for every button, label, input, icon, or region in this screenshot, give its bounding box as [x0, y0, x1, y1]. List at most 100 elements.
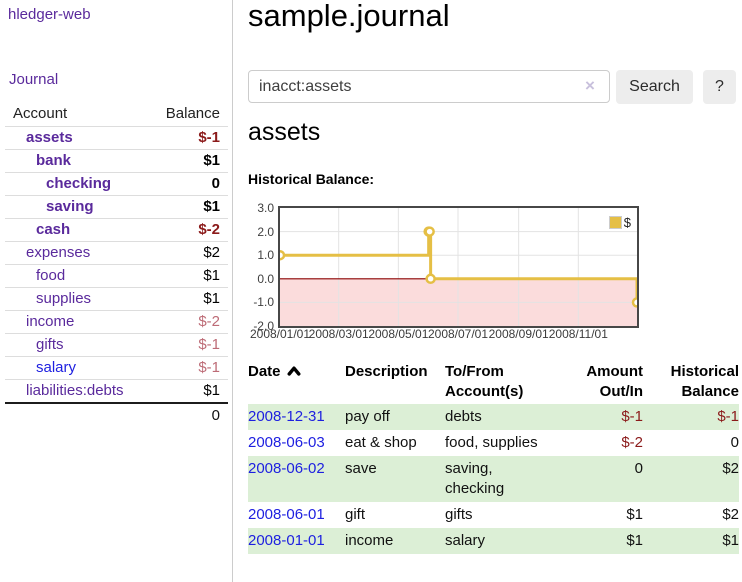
account-balance: $-1 — [145, 126, 228, 150]
journal-title: sample.journal — [248, 0, 450, 33]
account-row: income $-2 — [5, 310, 228, 334]
transaction-accounts: gifts — [445, 506, 473, 523]
account-link[interactable]: supplies — [36, 290, 92, 307]
transaction-date-link[interactable]: 2008-12-31 — [248, 408, 325, 425]
search-input[interactable] — [248, 70, 610, 103]
account-row: assets $-1 — [5, 126, 228, 150]
y-tick-label: -1.0 — [253, 295, 274, 310]
account-link[interactable]: cash — [36, 221, 71, 238]
transaction-accounts: salary — [445, 528, 550, 554]
y-tick-label: 0.0 — [257, 271, 274, 286]
account-link[interactable]: liabilities:debts — [26, 382, 124, 399]
account-balance: $-2 — [145, 218, 228, 242]
accounts-total-spacer — [5, 402, 146, 428]
clear-search-icon[interactable]: × — [585, 76, 595, 95]
sort-ascending-icon — [287, 366, 301, 376]
accounts-table: Account Balance assets $-1 bank $1 check… — [5, 103, 228, 428]
account-link[interactable]: gifts — [36, 336, 64, 353]
register-row: 2008-01-01 income salary $1 $1 — [248, 528, 739, 554]
account-row: liabilities:debts $1 — [5, 379, 228, 403]
account-link[interactable]: income — [26, 313, 75, 330]
account-balance: $1 — [145, 195, 228, 219]
transaction-balance: $1 — [643, 528, 739, 554]
register-header-balance: Historical Balance — [670, 363, 739, 400]
transaction-amount: 0 — [550, 456, 643, 502]
transaction-description: pay off — [345, 404, 445, 430]
account-balance: $1 — [145, 379, 228, 403]
x-tick-label: 2008/09/01 — [488, 327, 549, 341]
transaction-amount: $-2 — [621, 434, 643, 451]
sidebar: hledger-web Journal Account Balance asse… — [0, 0, 233, 582]
y-tick-label: -2.0 — [253, 319, 274, 333]
transaction-date-link[interactable]: 2008-06-03 — [248, 434, 325, 451]
accounts-table-header-row: Account Balance — [5, 103, 228, 127]
register-header-date[interactable]: Date — [248, 360, 345, 404]
accounts-total-balance: 0 — [145, 402, 228, 428]
accounts-total-row: 0 — [5, 402, 228, 428]
account-link[interactable]: expenses — [26, 244, 91, 261]
x-tick-label: 2008/05/01 — [368, 327, 429, 341]
accounts-header-balance: Balance — [165, 105, 220, 122]
register-header-description: Description — [345, 363, 428, 380]
nav-journal-link[interactable]: Journal — [9, 71, 59, 88]
register-header-accounts: To/From Account(s) — [445, 363, 524, 400]
transaction-date-link[interactable]: 2008-06-02 — [248, 460, 325, 477]
register-header-date-label: Date — [248, 363, 281, 380]
register-row: 2008-12-31 pay off debts $-1 $-1 — [248, 404, 739, 430]
transaction-accounts: debts — [445, 404, 550, 430]
account-balance: $1 — [145, 287, 228, 311]
main-content: sample.journal × Search ? assets Histori… — [248, 0, 742, 582]
register-row: 2008-06-01 gift gifts $1 $2 — [248, 502, 739, 528]
account-balance: $-2 — [145, 310, 228, 334]
account-balance: $2 — [145, 241, 228, 265]
transaction-balance: $2 — [643, 456, 739, 502]
transaction-balance: $2 — [722, 506, 739, 523]
transaction-date-link[interactable]: 2008-06-01 — [248, 506, 325, 523]
y-tick-label: 1.0 — [257, 248, 274, 263]
transaction-balance: $-1 — [643, 404, 739, 430]
account-balance: $1 — [145, 149, 228, 173]
x-tick-label: 2008/01/01 — [249, 327, 311, 341]
transaction-balance: 0 — [730, 434, 739, 451]
account-row: checking 0 — [5, 172, 228, 196]
account-balance: $-1 — [145, 333, 228, 357]
register-row: 2008-06-02 save saving, checking 0 $2 — [248, 456, 739, 502]
help-button[interactable]: ? — [703, 70, 736, 104]
chart-title: Historical Balance: — [248, 171, 375, 187]
transaction-description: eat & shop — [345, 434, 417, 451]
chart-legend: $ — [608, 215, 631, 230]
account-row: saving $1 — [5, 195, 228, 219]
account-row: supplies $1 — [5, 287, 228, 311]
account-row: food $1 — [5, 264, 228, 288]
x-tick-label: 2008/07/01 — [427, 327, 489, 341]
account-link[interactable]: saving — [46, 198, 94, 215]
accounts-header-account: Account — [13, 105, 68, 122]
transaction-description: gift — [345, 506, 366, 523]
account-row: salary $-1 — [5, 356, 228, 380]
account-row: bank $1 — [5, 149, 228, 173]
register-table-body: 2008-12-31 pay off debts $-1 $-1 2008-06… — [248, 404, 739, 554]
account-balance: $-1 — [145, 356, 228, 380]
account-link[interactable]: bank — [36, 152, 72, 169]
account-balance: 0 — [145, 172, 228, 196]
y-tick-label: 2.0 — [257, 224, 274, 239]
series-color-swatch — [608, 216, 622, 229]
transaction-date-link[interactable]: 2008-01-01 — [248, 532, 325, 549]
register-table: Date Description To/From Account(s) Amou… — [248, 360, 739, 554]
account-link[interactable]: assets — [26, 129, 73, 146]
register-header-amount: Amount Out/In — [586, 363, 643, 400]
app-brand-link[interactable]: hledger-web — [8, 6, 91, 23]
transaction-amount: $-1 — [550, 404, 643, 430]
account-row: gifts $-1 — [5, 333, 228, 357]
transaction-accounts: saving, checking — [445, 456, 550, 502]
account-link[interactable]: salary — [36, 359, 77, 376]
transaction-amount: $1 — [626, 506, 643, 523]
transaction-description: save — [345, 456, 445, 502]
account-row: cash $-2 — [5, 218, 228, 242]
account-link[interactable]: food — [36, 267, 66, 284]
accounts-table-body: assets $-1 bank $1 checking 0 saving $1 … — [5, 126, 228, 403]
series-label: $ — [623, 215, 631, 230]
account-link[interactable]: checking — [46, 175, 112, 192]
search-button[interactable]: Search — [616, 70, 693, 104]
